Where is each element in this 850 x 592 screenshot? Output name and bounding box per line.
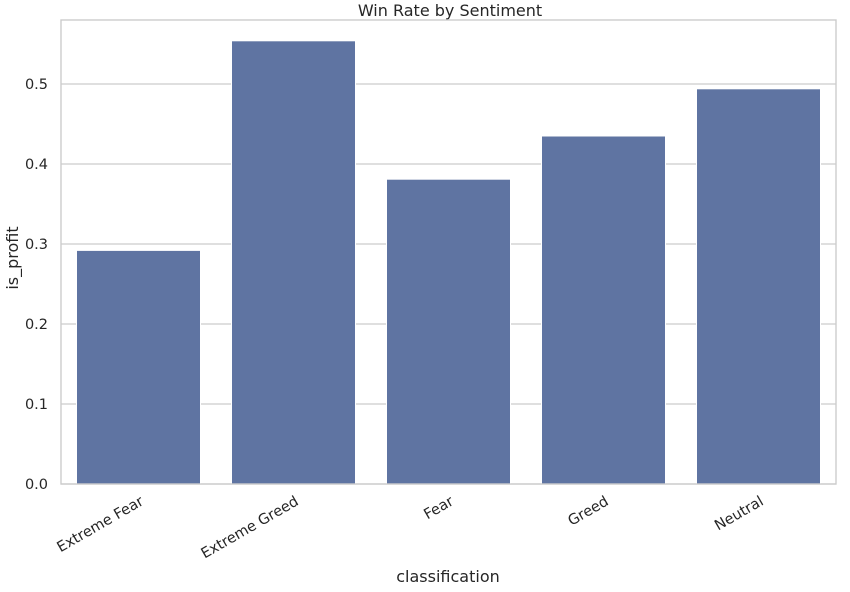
bar-neutral [697, 89, 821, 484]
y-tick-label: 0.2 [25, 317, 48, 333]
x-tick-label: Greed [565, 494, 611, 530]
bar-fear [387, 179, 511, 484]
bars [77, 41, 821, 484]
x-tick-label: Fear [421, 494, 456, 524]
y-tick-label: 0.0 [25, 477, 48, 493]
y-axis-label: is_profit [3, 226, 23, 289]
bar-extreme-fear [77, 250, 201, 484]
chart-title: Win Rate by Sentiment [358, 1, 542, 20]
bar-extreme-greed [232, 41, 356, 484]
x-tick-label: Neutral [712, 494, 766, 535]
x-tick-label: Extreme Greed [199, 494, 302, 563]
y-tick-label: 0.4 [25, 157, 48, 173]
x-tick-labels: Extreme Fear Extreme Greed Fear Greed Neutra… [55, 494, 767, 563]
y-tick-label: 0.3 [25, 237, 48, 253]
y-tick-label: 0.1 [25, 397, 48, 413]
x-axis-label: classification [396, 567, 500, 586]
y-tick-label: 0.5 [25, 77, 48, 93]
x-tick-label: Extreme Fear [55, 494, 147, 556]
bar-greed [542, 136, 666, 484]
y-tick-labels: 0.0 0.1 0.2 0.3 0.4 0.5 [25, 77, 48, 493]
